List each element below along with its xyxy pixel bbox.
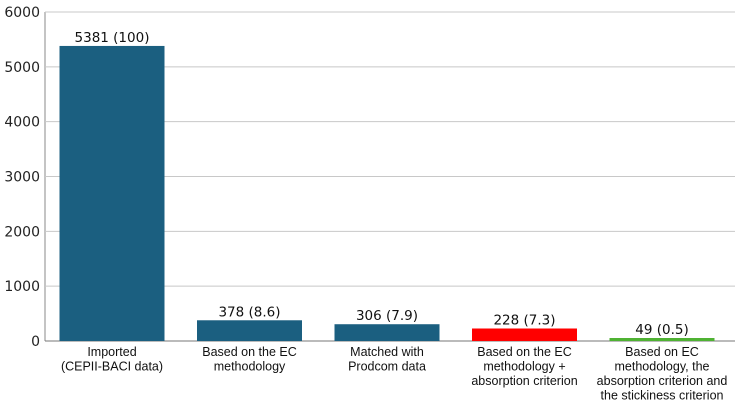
category-label: methodology, the	[615, 360, 710, 374]
category-label: methodology	[214, 360, 286, 374]
category-label: Prodcom data	[348, 360, 426, 374]
y-tick-label: 3000	[4, 170, 40, 186]
y-tick-label: 5000	[4, 60, 40, 76]
bar-value-label: 5381 (100)	[75, 30, 150, 46]
category-label: the stickiness criterion	[601, 389, 724, 403]
bar	[59, 45, 165, 341]
bar	[197, 320, 302, 341]
category-label: methodology +	[483, 360, 565, 374]
category-label: Based on the EC	[477, 345, 572, 359]
y-tick-labels: 0 1000 2000 3000 4000 5000 6000	[4, 5, 40, 350]
bar-value-label: 49 (0.5)	[635, 322, 688, 338]
y-tick-label: 4000	[4, 115, 40, 131]
bar	[334, 324, 440, 341]
category-label: absorption criterion	[471, 374, 577, 388]
bar-value-label: 378 (8.6)	[218, 304, 280, 320]
bar	[472, 328, 577, 341]
category-label: Imported	[87, 345, 136, 359]
y-tick-label: 1000	[4, 279, 40, 295]
bar-value-label: 306 (7.9)	[356, 308, 418, 324]
category-label: Matched with	[350, 345, 424, 359]
category-label: Based on the EC	[202, 345, 297, 359]
category-label: Based on EC	[625, 345, 699, 359]
bar-value-label: 228 (7.3)	[493, 312, 555, 328]
data-labels: 5381 (100) 378 (8.6) 306 (7.9) 228 (7.3) 49 …	[75, 30, 689, 338]
y-tick-label: 0	[31, 334, 40, 350]
y-tick-label: 2000	[4, 224, 40, 240]
y-tick-label: 6000	[4, 5, 40, 21]
bars	[59, 45, 715, 341]
category-labels: Imported(CEPII-BACI data) Based on the EC…	[61, 345, 727, 403]
category-label: absorption criterion and	[597, 374, 728, 388]
bar	[609, 338, 715, 341]
category-label: (CEPII-BACI data)	[61, 360, 163, 374]
